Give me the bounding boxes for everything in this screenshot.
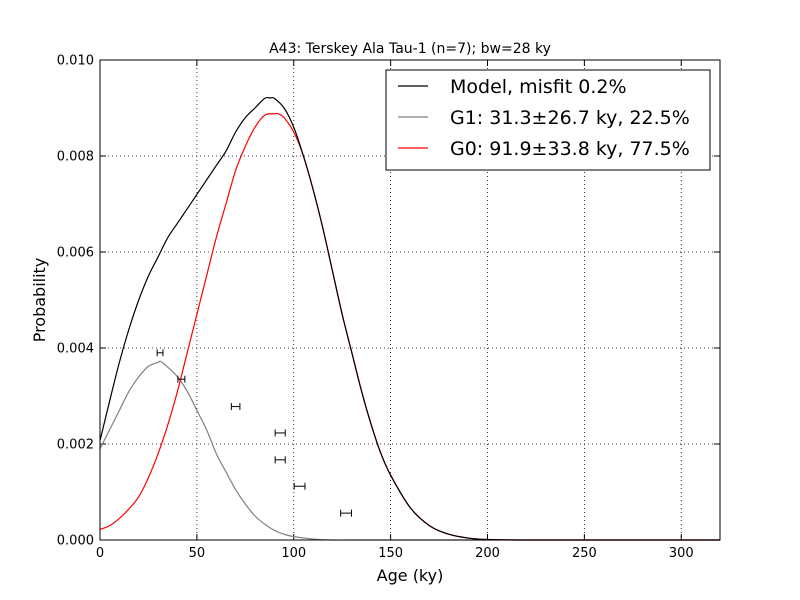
y-tick-label: 0.002 [57, 438, 94, 453]
series-line-0 [99, 96, 720, 541]
y-tick-label: 0.000 [57, 534, 94, 549]
error-bar-points [156, 349, 352, 517]
error-point [274, 429, 286, 437]
legend-box [385, 69, 711, 171]
x-tick-label: 150 [378, 546, 403, 561]
x-tick-label: 0 [96, 546, 104, 561]
y-tick-label: 0.010 [57, 54, 94, 69]
error-point [156, 349, 164, 357]
error-point [274, 456, 286, 464]
error-point [177, 375, 186, 383]
error-point [230, 403, 241, 411]
axis-ticks: 0 50 100 150 200 250 300 0.000 0.002 0.004 0.006 0.… [57, 54, 720, 561]
x-tick-label: 200 [475, 546, 500, 561]
y-axis-label: Probability [30, 258, 49, 343]
legend-label-2: G0: 91.9±33.8 ky, 77.5% [450, 138, 690, 160]
chart-title: A43: Terskey Ala Tau-1 (n=7); bw=28 ky [269, 41, 551, 57]
x-tick-label: 300 [669, 546, 694, 561]
y-tick-label: 0.008 [57, 150, 94, 165]
x-tick-label: 50 [189, 546, 206, 561]
legend: Model, misfit 0.2% G1: 31.3±26.7 ky, 22.5… [385, 69, 711, 171]
error-point [293, 482, 306, 490]
plot-frame [99, 59, 721, 541]
legend-label-1: G1: 31.3±26.7 ky, 22.5% [450, 107, 690, 129]
y-tick-label: 0.006 [57, 246, 94, 261]
legend-label-0: Model, misfit 0.2% [450, 76, 627, 98]
series-line-2 [99, 112, 720, 541]
series-line-1 [99, 360, 720, 541]
x-tick-label: 250 [572, 546, 597, 561]
y-tick-label: 0.004 [57, 342, 94, 357]
x-tick-label: 100 [281, 546, 306, 561]
error-point [340, 509, 352, 517]
x-axis-label: Age (ky) [377, 566, 444, 585]
